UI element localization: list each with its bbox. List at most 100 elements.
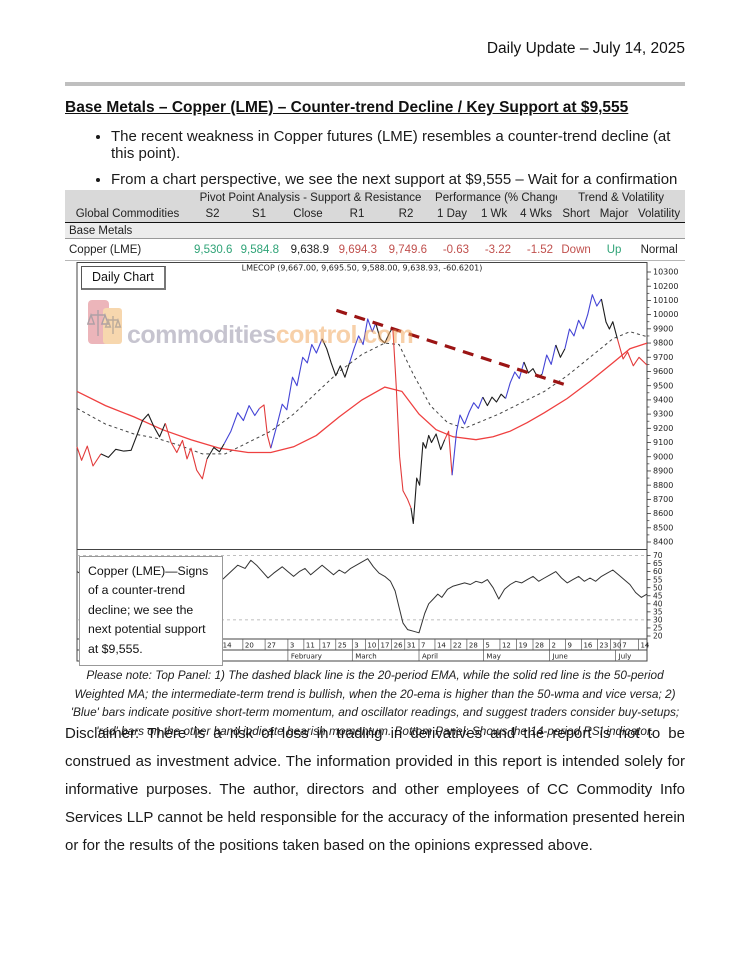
svg-text:8700: 8700 xyxy=(653,495,673,504)
svg-text:50: 50 xyxy=(653,583,663,592)
price-segment-red xyxy=(259,404,272,449)
price-segment-black xyxy=(206,443,225,460)
svg-text:40: 40 xyxy=(653,599,663,608)
col-1day: 1 Day xyxy=(431,206,474,223)
svg-text:14: 14 xyxy=(223,641,232,649)
col-r2: R2 xyxy=(381,206,432,223)
svg-text:10: 10 xyxy=(367,641,376,649)
svg-text:20: 20 xyxy=(245,641,254,649)
daily-chart-label: Daily Chart xyxy=(81,266,166,290)
svg-text:16: 16 xyxy=(583,641,592,649)
svg-text:45: 45 xyxy=(653,591,663,600)
svg-text:5: 5 xyxy=(485,641,489,649)
svg-text:25: 25 xyxy=(338,641,347,649)
section-title: Base Metals – Copper (LME) – Counter-tre… xyxy=(65,99,629,116)
svg-text:30: 30 xyxy=(653,616,663,625)
svg-text:26: 26 xyxy=(394,641,403,649)
svg-text:June: June xyxy=(552,652,568,660)
price-segment-black xyxy=(482,393,506,407)
svg-text:35: 35 xyxy=(653,607,663,616)
price-segment-red xyxy=(164,423,208,480)
col-1wk: 1 Wk xyxy=(473,206,516,223)
svg-text:March: March xyxy=(355,652,376,660)
cell-short-trend: Down xyxy=(557,238,596,261)
price-segment-red xyxy=(76,445,102,467)
group-header-empty xyxy=(65,190,190,206)
svg-text:February: February xyxy=(291,652,322,660)
svg-text:9000: 9000 xyxy=(653,452,673,461)
svg-text:3: 3 xyxy=(290,641,294,649)
svg-text:30: 30 xyxy=(613,641,622,649)
price-segment-red xyxy=(616,338,648,367)
table-row: Copper (LME) 9,530.6 9,584.8 9,638.9 9,6… xyxy=(65,238,686,261)
svg-text:17: 17 xyxy=(381,641,390,649)
chart-symbol-title: LMECOP (9,667.00, 9,695.50, 9,588.00, 9,… xyxy=(242,264,483,273)
col-close: Close xyxy=(283,206,333,223)
svg-text:60: 60 xyxy=(653,567,663,576)
svg-text:8500: 8500 xyxy=(653,523,673,532)
price-segment-blue xyxy=(348,318,377,364)
price-segment-blue xyxy=(223,405,260,445)
svg-text:31: 31 xyxy=(407,641,416,649)
svg-text:9100: 9100 xyxy=(653,438,673,447)
price-segment-red xyxy=(444,430,453,476)
table-section-row: Base Metals xyxy=(65,222,686,239)
chart-annotation-box: Copper (LME)—Signs of a counter-trend de… xyxy=(79,556,223,667)
svg-text:65: 65 xyxy=(653,559,663,568)
ema-20-line xyxy=(76,331,648,455)
svg-text:14: 14 xyxy=(640,641,649,649)
svg-text:8400: 8400 xyxy=(653,538,673,547)
svg-text:9700: 9700 xyxy=(653,353,673,362)
svg-text:10300: 10300 xyxy=(653,268,678,277)
svg-text:8900: 8900 xyxy=(653,467,673,476)
svg-text:9200: 9200 xyxy=(653,424,673,433)
col-4wks: 4 Wks xyxy=(515,206,558,223)
svg-text:9900: 9900 xyxy=(653,324,673,333)
svg-text:19: 19 xyxy=(518,641,527,649)
group-header-pivot: Pivot Point Analysis - Support & Resista… xyxy=(190,190,432,206)
price-segment-black xyxy=(375,323,394,344)
svg-text:10200: 10200 xyxy=(653,282,678,291)
price-segment-blue xyxy=(451,396,484,476)
svg-text:17: 17 xyxy=(322,641,331,649)
svg-text:55: 55 xyxy=(653,575,663,584)
price-segment-black xyxy=(555,344,566,358)
price-segment-black xyxy=(321,338,351,378)
price-segment-blue xyxy=(505,361,525,399)
wma-50-line xyxy=(76,342,648,454)
svg-text:10000: 10000 xyxy=(653,310,678,319)
cell-4wks: -1.52 xyxy=(515,238,558,261)
svg-text:9300: 9300 xyxy=(653,410,673,419)
price-segment-black xyxy=(100,413,166,458)
price-segment-blue xyxy=(541,344,557,375)
svg-text:23: 23 xyxy=(599,641,608,649)
svg-text:28: 28 xyxy=(535,641,544,649)
price-segment-black xyxy=(410,433,446,525)
col-s2: S2 xyxy=(190,206,235,223)
cell-r2: 9,749.6 xyxy=(381,238,432,261)
svg-text:70: 70 xyxy=(653,551,663,560)
svg-text:9500: 9500 xyxy=(653,381,673,390)
svg-text:July: July xyxy=(618,652,632,660)
svg-text:7: 7 xyxy=(421,641,425,649)
header-divider xyxy=(65,82,685,86)
svg-text:8600: 8600 xyxy=(653,509,673,518)
svg-text:20: 20 xyxy=(653,632,663,641)
svg-text:22: 22 xyxy=(453,641,462,649)
svg-text:9400: 9400 xyxy=(653,395,673,404)
col-global-commodities: Global Commodities xyxy=(65,206,190,223)
svg-text:9600: 9600 xyxy=(653,367,673,376)
svg-text:14: 14 xyxy=(437,641,446,649)
table-group-header-row: Pivot Point Analysis - Support & Resista… xyxy=(65,190,686,206)
col-volatility: Volatility xyxy=(633,206,686,223)
svg-text:25: 25 xyxy=(653,624,663,633)
cell-s2: 9,530.6 xyxy=(190,238,235,261)
bullet-item: The recent weakness in Copper futures (L… xyxy=(111,128,691,162)
price-segment-blue xyxy=(270,338,323,449)
svg-text:8800: 8800 xyxy=(653,481,673,490)
cell-1day: -0.63 xyxy=(431,238,474,261)
col-s1: S1 xyxy=(235,206,283,223)
counter-trend-line xyxy=(335,308,569,388)
cell-close: 9,638.9 xyxy=(283,238,333,261)
